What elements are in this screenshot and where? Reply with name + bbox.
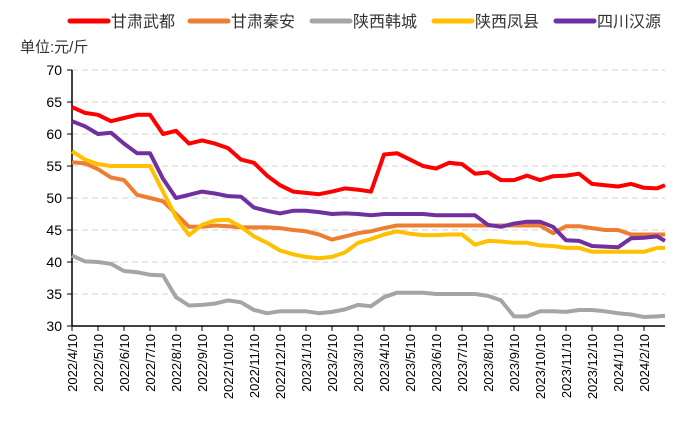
series-line-3 (71, 253, 666, 319)
x-tick-label: 2024/2/10 (637, 334, 652, 392)
unit-label: 单位:元/斤 (20, 39, 88, 56)
y-tick-label: 60 (46, 126, 62, 142)
legend: 甘肃武都 甘肃秦安 陕西韩城 陕西凤县 四川汉源 (67, 13, 661, 31)
x-tick-label: 2023/2/10 (325, 334, 340, 392)
y-tick-label: 65 (46, 94, 62, 110)
x-axis: 2022/4/10 2022/5/10 2022/6/10 2022/7/10 2022… (65, 325, 665, 399)
x-tick-label: 2023/4/10 (377, 334, 392, 392)
series-lines (70, 105, 666, 319)
x-tick-label: 2022/11/10 (247, 334, 262, 398)
legend-label: 四川汉源 (597, 13, 661, 31)
series-line-5 (71, 119, 666, 250)
y-tick-label: 70 (46, 62, 62, 78)
y-tick-label: 30 (46, 318, 62, 334)
x-tick-label: 2022/4/10 (65, 334, 80, 392)
x-tick-label: 2023/11/10 (559, 334, 574, 398)
y-tick-label: 45 (46, 222, 62, 238)
x-tick-label: 2022/9/10 (195, 334, 210, 392)
x-tick-label: 2023/9/10 (507, 334, 522, 392)
x-tick-label: 2023/6/10 (429, 334, 444, 392)
x-tick-label: 2023/5/10 (403, 334, 418, 392)
series-line-1 (71, 105, 666, 197)
x-tick-label: 2022/6/10 (117, 334, 132, 392)
x-tick-label: 2023/7/10 (455, 334, 470, 392)
x-tick-label: 2023/3/10 (351, 334, 366, 392)
y-axis: 30 35 40 45 50 55 60 65 70 (46, 62, 73, 334)
x-tick-label: 2023/12/10 (585, 334, 600, 399)
x-tick-label: 2023/10/10 (533, 334, 548, 399)
y-tick-label: 50 (46, 190, 62, 206)
y-tick-label: 55 (46, 158, 62, 174)
x-tick-label: 2022/7/10 (143, 334, 158, 392)
x-tick-label: 2023/1/10 (299, 334, 314, 392)
x-tick-label: 2022/12/10 (273, 334, 288, 399)
y-tick-label: 40 (46, 254, 62, 270)
gridlines (72, 69, 665, 295)
legend-label: 甘肃武都 (111, 13, 175, 31)
x-tick-label: 2022/5/10 (91, 334, 106, 392)
x-tick-label: 2022/8/10 (169, 334, 184, 392)
series-line-4 (70, 149, 665, 261)
legend-label: 陕西韩城 (353, 13, 417, 31)
x-tick-label: 2024/1/10 (611, 334, 626, 392)
legend-label: 甘肃秦安 (231, 13, 295, 31)
x-tick-label: 2023/8/10 (481, 334, 496, 392)
x-tick-label: 2022/10/10 (221, 334, 236, 399)
legend-label: 陕西凤县 (475, 13, 539, 31)
y-tick-label: 35 (46, 286, 62, 302)
